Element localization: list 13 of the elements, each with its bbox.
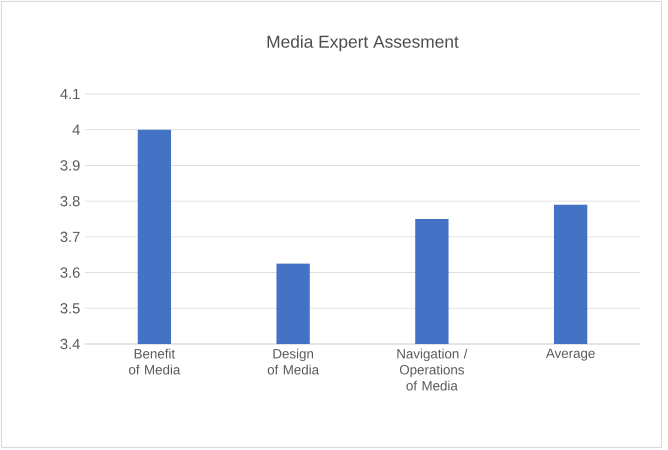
y-tick-label: 4 xyxy=(72,124,80,135)
x-tick-label: Navigation / Operations of Media xyxy=(397,348,468,390)
x-tick-label: Design of Media xyxy=(268,348,320,374)
y-tick-label: 3.8 xyxy=(60,196,80,206)
x-tick-label: Average xyxy=(546,348,595,361)
y-tick-label: 3.5 xyxy=(60,303,80,314)
y-tick-label: 3.6 xyxy=(60,267,80,278)
y-tick-label: 3.7 xyxy=(60,232,80,242)
y-tick-label: 3.4 xyxy=(60,338,80,350)
y-tick-label: 3.9 xyxy=(60,160,80,171)
y-tick-label: 4.1 xyxy=(60,88,80,100)
chart-title: Media Expert Assesment xyxy=(268,35,459,52)
x-tick-label: Benefit of Media xyxy=(129,348,180,374)
